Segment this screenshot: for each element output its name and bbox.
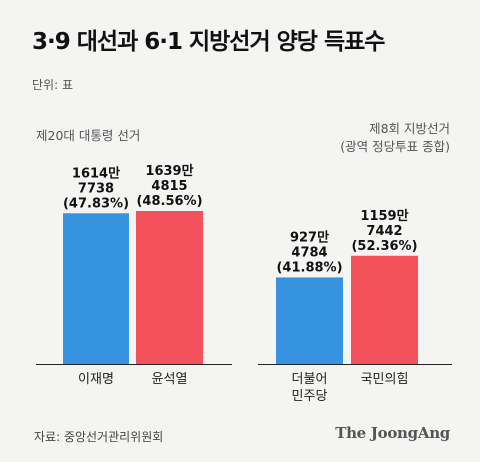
source-note: 자료: 중앙선거관리위원회 [34, 430, 164, 444]
brand-logo: The JoongAng [335, 424, 450, 442]
unit-label: 단위: 표 [32, 78, 73, 92]
data-label: (41.88%) [276, 260, 342, 275]
category-label: 윤석열 [152, 372, 188, 387]
data-label: 4815 [151, 179, 187, 194]
data-label: (48.56%) [136, 194, 202, 209]
chart-title: 3·9 대선과 6·1 지방선거 양당 득표수 [32, 29, 385, 55]
left-chart-title: 제20대 대통령 선거 [36, 128, 141, 143]
category-label: 이재명 [78, 372, 114, 387]
data-label: 7442 [366, 224, 402, 239]
category-label: 민주당 [292, 389, 328, 404]
bar [351, 255, 418, 364]
right-chart-title-line-1: 제8회 지방선거 [369, 121, 450, 136]
bar [63, 213, 129, 364]
right-chart-title: 제8회 지방선거 (광역 정당투표 종합) [340, 120, 450, 156]
data-label: (47.83%) [63, 196, 129, 211]
right-chart-title-line-2: (광역 정당투표 종합) [340, 139, 450, 154]
bar [276, 277, 343, 364]
data-label: 4784 [291, 245, 327, 260]
data-label: 7738 [78, 181, 114, 196]
category-label: 더불어 [292, 372, 328, 387]
bar [136, 211, 203, 364]
data-label: 1639만 [145, 163, 193, 179]
data-label: 1614만 [72, 165, 120, 181]
data-label: 927만 [290, 229, 329, 245]
data-label: 1159만 [360, 208, 408, 224]
category-label: 국민의힘 [361, 372, 409, 387]
data-label: (52.36%) [351, 239, 417, 254]
